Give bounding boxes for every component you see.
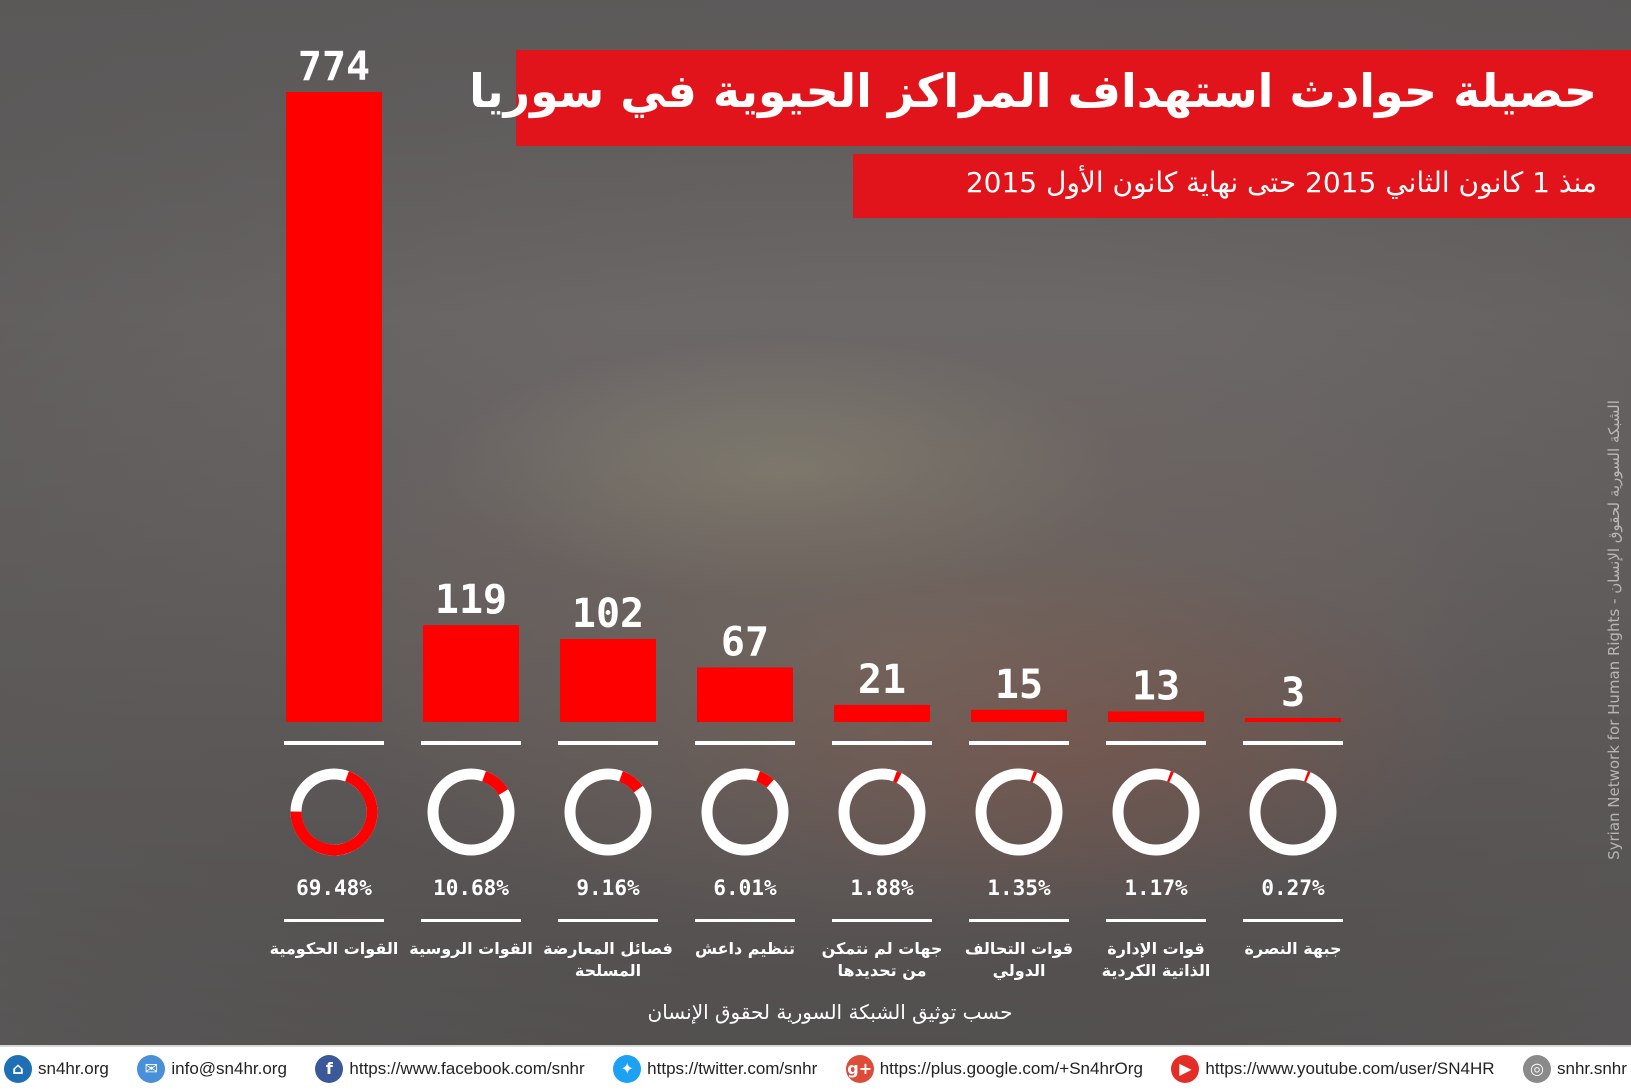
footer-link-text: https://www.facebook.com/snhr xyxy=(349,1058,585,1078)
vertical-watermark-text: Syrian Network for Human Rights - الشبكة… xyxy=(1605,400,1623,860)
percent-label-4: 6.01% xyxy=(713,876,777,900)
value-separator-6 xyxy=(969,741,1069,745)
footer-link-facebook[interactable]: f https://www.facebook.com/snhr xyxy=(315,1054,585,1083)
percent-label-2: 10.68% xyxy=(433,876,509,900)
footer-link-text: https://twitter.com/snhr xyxy=(647,1058,818,1078)
footer-link-mail[interactable]: ✉ info@sn4hr.org xyxy=(137,1054,287,1083)
percent-ring-6 xyxy=(975,768,1063,856)
footer-link-text: https://www.youtube.com/user/SN4HR xyxy=(1205,1058,1495,1078)
percent-arc-1 xyxy=(290,768,378,856)
percent-label-1: 69.48% xyxy=(296,876,372,900)
footer-link-google-plus[interactable]: g+ https://plus.google.com/+Sn4hrOrg xyxy=(845,1054,1143,1083)
footer-link-instagram[interactable]: ◎ snhr.snhr xyxy=(1523,1054,1627,1083)
home-icon: ⌂ xyxy=(4,1054,32,1083)
percent-ring-8 xyxy=(1249,768,1337,856)
category-separator-2 xyxy=(421,919,521,922)
category-label-6-line-1: قوات التحالف xyxy=(965,939,1073,958)
value-separator-2 xyxy=(421,741,521,745)
bar-value-label-5: 21 xyxy=(858,657,906,703)
category-label-2: القوات الروسية xyxy=(409,939,533,958)
category-label-5-line-2: من تحديدها xyxy=(837,961,926,980)
value-separator-7 xyxy=(1106,741,1206,745)
percent-arc-7 xyxy=(1112,768,1200,856)
bar-5 xyxy=(834,704,930,722)
bar-2 xyxy=(423,625,519,722)
percent-arc-3 xyxy=(564,768,652,856)
percent-arc-8 xyxy=(1249,768,1337,856)
bar-value-label-2: 119 xyxy=(435,577,507,623)
subtitle-banner: منذ 1 كانون الثاني 2015 حتى نهاية كانون … xyxy=(853,154,1631,218)
percent-label-8: 0.27% xyxy=(1261,876,1325,900)
bar-value-label-6: 15 xyxy=(995,662,1043,708)
value-separator-5 xyxy=(832,741,932,745)
google-plus-icon: g+ xyxy=(845,1054,874,1083)
bar-8 xyxy=(1245,718,1341,722)
percent-ring-2 xyxy=(427,768,515,856)
category-label-6-line-2: الدولي xyxy=(993,961,1046,981)
percent-label-6: 1.35% xyxy=(987,876,1051,900)
bar-value-label-1: 774 xyxy=(298,44,370,90)
category-label-4: تنظيم داعش xyxy=(695,939,795,958)
category-label-5-line-1: جهات لم نتمكن xyxy=(822,939,943,958)
bar-value-label-4: 67 xyxy=(721,619,769,665)
category-label-3-line-2: المسلحة xyxy=(575,961,641,980)
footer-link-home[interactable]: ⌂ sn4hr.org xyxy=(4,1054,109,1083)
bar-3 xyxy=(560,638,656,722)
category-separator-8 xyxy=(1243,919,1343,922)
bar-value-label-3: 102 xyxy=(572,591,644,637)
category-label-1: القوات الحكومية xyxy=(270,939,399,958)
footer-bar: ⌂ sn4hr.org ✉ info@sn4hr.org f https://www.fa… xyxy=(0,1045,1631,1090)
footer-link-text: https://plus.google.com/+Sn4hrOrg xyxy=(879,1058,1143,1078)
source-note: حسب توثيق الشبكة السورية لحقوق الإنسان xyxy=(647,1000,1013,1024)
category-label-7-line-1: قوات الإدارة xyxy=(1107,939,1204,958)
value-separator-4 xyxy=(695,741,795,745)
percent-ring-7 xyxy=(1112,768,1200,856)
title-banner: حصيلة حوادث استهداف المراكز الحيوية في س… xyxy=(469,50,1631,146)
footer-link-text: snhr.snhr xyxy=(1557,1058,1627,1078)
footer-link-text: info@sn4hr.org xyxy=(171,1058,287,1078)
footer-link-youtube[interactable]: ▶ https://www.youtube.com/user/SN4HR xyxy=(1171,1054,1495,1083)
percent-label-7: 1.17% xyxy=(1124,876,1188,900)
percent-arc-4 xyxy=(701,768,789,856)
percent-ring-5 xyxy=(838,768,926,856)
value-separator-1 xyxy=(284,741,384,745)
bar-value-label-8: 3 xyxy=(1281,670,1305,716)
bar-value-label-7: 13 xyxy=(1132,663,1180,709)
category-separator-7 xyxy=(1106,919,1206,922)
category-separator-1 xyxy=(284,919,384,922)
percent-ring-3 xyxy=(564,768,652,856)
category-separator-3 xyxy=(558,919,658,922)
category-separator-5 xyxy=(832,919,932,922)
percent-label-3: 9.16% xyxy=(576,876,640,900)
youtube-icon: ▶ xyxy=(1171,1054,1200,1083)
footer-link-text: sn4hr.org xyxy=(38,1058,109,1078)
value-separator-3 xyxy=(558,741,658,745)
percent-label-5: 1.88% xyxy=(850,876,914,900)
category-label-3-line-1: فصائل المعارضة xyxy=(543,939,673,958)
bar-chart: 774 69.48% القوات الحكومية 119 10.68% القوات … xyxy=(270,44,1343,981)
category-separator-6 xyxy=(969,919,1069,922)
twitter-icon: ✦ xyxy=(613,1054,642,1083)
bar-4 xyxy=(697,667,793,722)
infographic-canvas: حصيلة حوادث استهداف المراكز الحيوية في س… xyxy=(0,0,1631,1045)
page-subtitle: منذ 1 كانون الثاني 2015 حتى نهاية كانون … xyxy=(965,166,1597,199)
instagram-icon: ◎ xyxy=(1523,1054,1551,1083)
bar-6 xyxy=(971,709,1067,722)
footer-link-twitter[interactable]: ✦ https://twitter.com/snhr xyxy=(613,1054,818,1083)
percent-arc-2 xyxy=(427,768,515,856)
percent-arc-5 xyxy=(838,768,926,856)
category-separator-4 xyxy=(695,919,795,922)
bar-7 xyxy=(1108,711,1204,722)
category-label-7-line-2: الذاتية الكردية xyxy=(1102,961,1211,980)
facebook-icon: f xyxy=(315,1054,344,1083)
mail-icon: ✉ xyxy=(137,1054,166,1083)
percent-arc-6 xyxy=(975,768,1063,856)
bar-1 xyxy=(286,92,382,722)
value-separator-8 xyxy=(1243,741,1343,745)
percent-ring-4 xyxy=(701,768,789,856)
page-title: حصيلة حوادث استهداف المراكز الحيوية في س… xyxy=(469,64,1597,118)
category-label-8: جبهة النصرة xyxy=(1244,939,1341,958)
